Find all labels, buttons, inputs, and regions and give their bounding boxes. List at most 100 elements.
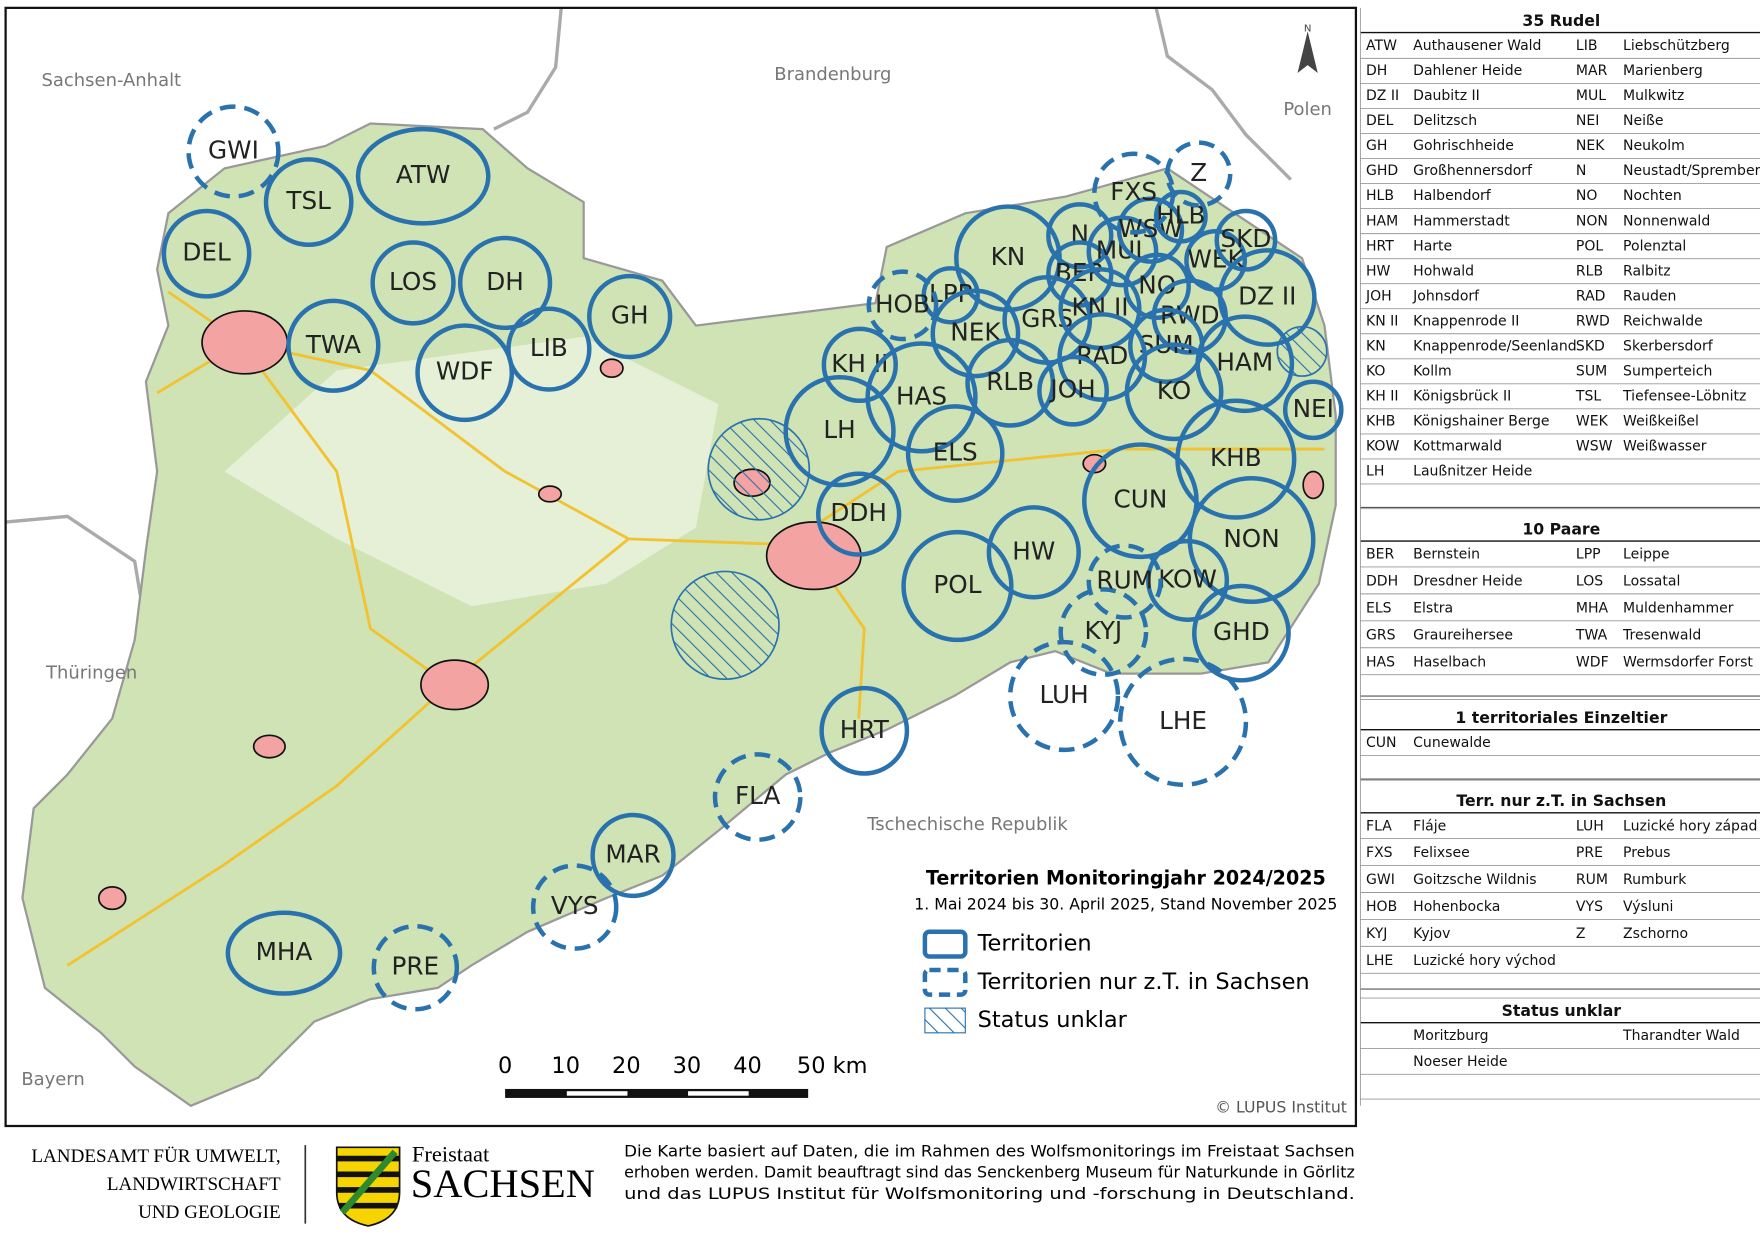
note-line: Die Karte basiert auf Daten, die im Rahm… xyxy=(624,1141,1355,1160)
legend-entry-code: RAD xyxy=(1576,288,1606,304)
legend-entry-name: Hohenbocka xyxy=(1413,899,1500,915)
territory-label: FLA xyxy=(735,781,781,810)
legend-entry-name: Kottmarwald xyxy=(1413,439,1502,455)
territory xyxy=(263,157,354,247)
territory-label: LUH xyxy=(1039,680,1088,709)
territory-label: MHA xyxy=(256,937,313,966)
agency-line: UND GEOLOGIE xyxy=(138,1202,281,1223)
region-label: Tschechische Republik xyxy=(866,814,1068,835)
territory-label: GHD xyxy=(1213,617,1270,646)
legend-entry-name: Moritzburg xyxy=(1413,1028,1488,1044)
legend-entry-name: Mulkwitz xyxy=(1623,88,1684,104)
territory-label: KOW xyxy=(1158,564,1217,593)
legend-entry-code: VYS xyxy=(1576,899,1603,915)
territory-label: VYS xyxy=(551,891,599,920)
note-line: und das LUPUS Institut für Wolfsmonitori… xyxy=(624,1184,1355,1203)
legend-entry-name: Wermsdorfer Forst xyxy=(1623,654,1753,670)
legend-entry-code: KN xyxy=(1366,338,1386,354)
territory xyxy=(590,812,676,899)
region-label: Sachsen-Anhalt xyxy=(42,70,182,91)
legend-entry-code: DEL xyxy=(1366,113,1394,129)
territory-label: GWI xyxy=(208,136,259,165)
legend-entry-name: Nonnenwald xyxy=(1623,213,1710,229)
legend-entry-name: Tresenwald xyxy=(1622,627,1701,643)
legend-entry-code: CUN xyxy=(1366,735,1397,751)
scale-label: 10 xyxy=(551,1053,580,1079)
legend-entry-code: GHD xyxy=(1366,163,1398,179)
legend-entry-name: Laußnitzer Heide xyxy=(1413,464,1532,480)
legend-entry-name: Zschorno xyxy=(1623,926,1688,942)
footer: Freistaat SACHSEN LANDESAMT FÜR UMWELT, L… xyxy=(31,1141,1355,1227)
legend-entry-name: Weißwasser xyxy=(1623,439,1707,455)
territory xyxy=(816,471,902,557)
territory xyxy=(371,923,460,1012)
legend-entry-code: WSW xyxy=(1576,439,1613,455)
territory xyxy=(587,273,673,360)
territory xyxy=(1217,248,1317,347)
scale-bar: 0 10 20 30 40 50 km xyxy=(498,1053,867,1098)
section-title: 10 Paare xyxy=(1522,519,1600,538)
territory xyxy=(1086,543,1163,620)
region-label: Polen xyxy=(1283,99,1332,120)
legend-entry-name: Skerbersdorf xyxy=(1623,338,1714,354)
region-label: Brandenburg xyxy=(774,64,891,85)
legend-entry-code: DZ II xyxy=(1366,88,1399,104)
legend-entry-name: Dahlener Heide xyxy=(1413,63,1522,79)
sidebar: 35 Rudel ATW Authausener Wald LIB Liebschütz… xyxy=(1359,7,1760,1106)
territory xyxy=(1123,252,1191,320)
legend-entry-name: Tharandter Wald xyxy=(1622,1028,1740,1044)
copyright: © LUPUS Institut xyxy=(1215,1098,1347,1117)
legend-entry-name: Sumperteich xyxy=(1623,363,1712,379)
section-title: Status unklar xyxy=(1502,1001,1622,1020)
territory xyxy=(1058,587,1149,677)
legend-entry-name: Fláje xyxy=(1413,818,1446,834)
agency-line: LANDESAMT FÜR UMWELT, xyxy=(31,1146,280,1167)
legend-entry-name: Großhennersdorf xyxy=(1413,163,1533,179)
legend-entry-code: GH xyxy=(1366,138,1387,154)
territory-label: TSL xyxy=(285,186,331,215)
legend-entry-name: Kollm xyxy=(1413,363,1452,379)
territory-label: PRE xyxy=(391,952,439,981)
territory xyxy=(1282,379,1344,441)
territory-label: CUN xyxy=(1114,485,1168,514)
territory xyxy=(415,323,515,423)
territory xyxy=(865,341,978,454)
legend-entry-code: N xyxy=(1576,163,1586,179)
legend-entry-code: WDF xyxy=(1576,654,1609,670)
legend-entry-code: MHA xyxy=(1576,600,1609,616)
legend-entry-code: WEK xyxy=(1576,414,1609,430)
territory xyxy=(1195,314,1295,414)
legend-entry-code: LIB xyxy=(1576,38,1598,54)
legend-item: Territorien xyxy=(977,931,1092,957)
legend-entry-code: NEK xyxy=(1576,138,1605,154)
region-label: Thüringen xyxy=(45,663,137,684)
legend-entry-code: RWD xyxy=(1576,313,1610,329)
legend-entry-name: Haselbach xyxy=(1413,654,1486,670)
territory xyxy=(1082,442,1199,560)
territory-label: KHB xyxy=(1210,443,1262,472)
territory-label: HAM xyxy=(1216,348,1273,377)
legend-entry-name: Neiße xyxy=(1623,113,1663,129)
legend-entry-name: Hammerstadt xyxy=(1413,213,1510,229)
legend-entry-code: KHB xyxy=(1366,414,1395,430)
legend-entry-name: Cunewalde xyxy=(1413,735,1491,751)
legend-entry-code: NO xyxy=(1576,188,1598,204)
territory-label: MAR xyxy=(605,839,660,868)
legend-entry-name: Harte xyxy=(1413,238,1452,254)
legend-entry-code: LUH xyxy=(1576,818,1604,834)
legend-entry-code: GWI xyxy=(1366,872,1395,888)
map-frame xyxy=(4,6,1358,1128)
territory-label: RLB xyxy=(986,367,1034,396)
legend-entry-code: KYJ xyxy=(1366,926,1387,942)
legend-entry-code: GRS xyxy=(1366,627,1396,643)
section-title: 35 Rudel xyxy=(1522,11,1600,30)
territory-label: WDF xyxy=(436,357,494,386)
region-label: Bayern xyxy=(21,1069,84,1090)
legend-entry-code: HW xyxy=(1366,263,1391,279)
territory-label: KO xyxy=(1157,376,1191,405)
territory-label: TWA xyxy=(305,330,361,359)
legend-subtitle: 1. Mai 2024 bis 30. April 2025, Stand No… xyxy=(914,894,1337,913)
legend-entry-code: NON xyxy=(1576,213,1608,229)
legend-entry-name: Felixsee xyxy=(1413,845,1470,861)
